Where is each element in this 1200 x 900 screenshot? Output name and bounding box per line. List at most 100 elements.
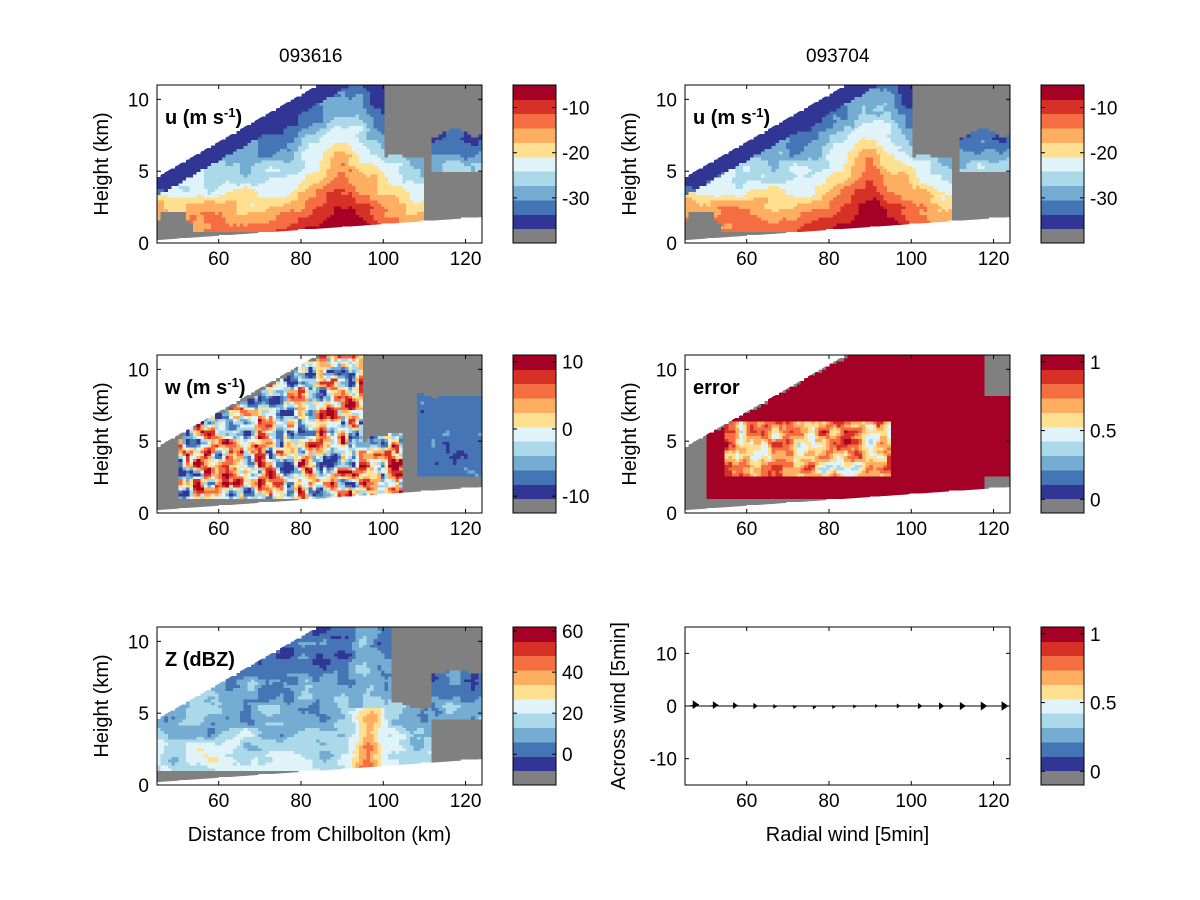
heatmap-cell	[203, 202, 209, 207]
heatmap-cell	[243, 231, 248, 235]
heatmap-cell	[207, 228, 212, 233]
heatmap-cell	[337, 99, 342, 103]
heatmap-cell	[203, 151, 209, 155]
heatmap-cell	[717, 208, 722, 212]
heatmap-cell	[287, 217, 292, 221]
heatmap-cell	[417, 168, 422, 172]
heatmap-cell	[424, 202, 429, 207]
heatmap-cell	[157, 225, 162, 230]
heatmap-cell	[337, 214, 342, 218]
heatmap-cell	[319, 125, 324, 129]
heatmap-cell	[319, 90, 324, 95]
heatmap-cell	[721, 194, 726, 198]
heatmap-cell	[384, 128, 389, 132]
heatmap-cell	[467, 205, 472, 210]
heatmap-cell	[319, 191, 324, 195]
heatmap-cell	[417, 182, 422, 187]
heatmap-cell	[258, 174, 263, 178]
heatmap-cell	[326, 188, 331, 192]
heatmap-cell	[341, 128, 346, 132]
heatmap-cell	[366, 182, 371, 187]
heatmap-cell	[185, 159, 191, 164]
heatmap-cell	[348, 188, 353, 192]
heatmap-cell	[395, 107, 400, 112]
heatmap-cell	[229, 191, 234, 195]
heatmap-cell	[323, 217, 328, 221]
heatmap-cell	[713, 231, 719, 235]
heatmap-cell	[196, 179, 201, 184]
heatmap-cell	[178, 199, 183, 204]
heatmap-cell	[175, 199, 180, 204]
heatmap-cell	[175, 191, 180, 195]
heatmap-cell	[359, 199, 364, 204]
heatmap-cell	[175, 228, 180, 233]
heatmap-cell	[243, 214, 248, 218]
heatmap-cell	[196, 202, 201, 207]
heatmap-cell	[312, 93, 317, 98]
heatmap-cell	[276, 199, 281, 204]
heatmap-cell	[420, 182, 425, 187]
heatmap-cell	[323, 174, 328, 178]
heatmap-cell	[301, 119, 306, 123]
heatmap-cell	[341, 217, 346, 221]
heatmap-cell	[279, 202, 284, 207]
heatmap-cell	[319, 156, 324, 161]
heatmap-cell	[460, 205, 465, 210]
heatmap-cell	[272, 165, 277, 169]
heatmap-cell	[420, 171, 425, 175]
heatmap-cell	[301, 185, 306, 190]
heatmap-cell	[692, 185, 697, 190]
heatmap-cell	[193, 225, 198, 230]
heatmap-cell	[272, 197, 277, 201]
heatmap-cell	[699, 194, 704, 198]
heatmap-cell	[355, 176, 360, 181]
heatmap-cell	[312, 125, 317, 129]
heatmap-cell	[305, 220, 310, 224]
heatmap-cell	[305, 130, 310, 135]
heatmap-cell	[384, 116, 389, 121]
heatmap-cell	[453, 90, 458, 95]
heatmap-cell	[265, 197, 270, 201]
heatmap-cell	[222, 199, 227, 204]
heatmap-cell	[319, 214, 324, 218]
heatmap-cell	[193, 228, 198, 233]
heatmap-cell	[157, 222, 162, 227]
heatmap-cell	[171, 205, 176, 210]
heatmap-cell	[283, 168, 288, 172]
heatmap-cell	[463, 133, 469, 138]
heatmap-cell	[359, 191, 364, 195]
heatmap-cell	[420, 105, 425, 109]
heatmap-cell	[388, 179, 393, 184]
heatmap-cell	[366, 125, 371, 129]
heatmap-cell	[706, 182, 711, 187]
heatmap-cell	[420, 199, 425, 204]
heatmap-cell	[268, 142, 274, 146]
heatmap-cell	[391, 113, 396, 118]
heatmap-cell	[243, 191, 248, 195]
heatmap-cell	[366, 188, 371, 192]
heatmap-cell	[721, 234, 726, 238]
heatmap-cell	[236, 231, 241, 235]
heatmap-cell	[370, 182, 375, 187]
heatmap-cell	[200, 153, 205, 158]
heatmap-cell	[276, 148, 281, 152]
heatmap-cell	[453, 179, 458, 184]
heatmap-cell	[373, 188, 378, 192]
heatmap-cell	[463, 156, 469, 161]
heatmap-cell	[348, 99, 353, 103]
heatmap-cell	[724, 228, 729, 233]
heatmap-cell	[268, 191, 274, 195]
heatmap-cell	[402, 110, 407, 115]
heatmap-cell	[287, 176, 292, 181]
heatmap-cell	[427, 202, 433, 207]
heatmap-cell	[373, 148, 378, 152]
heatmap-cell	[724, 220, 729, 224]
heatmap-cell	[463, 211, 469, 215]
heatmap-cell	[276, 217, 281, 221]
heatmap-cell	[467, 113, 472, 118]
heatmap-cell	[406, 197, 411, 201]
heatmap-cell	[312, 151, 317, 155]
heatmap-cell	[283, 110, 288, 115]
heatmap-cell	[366, 99, 371, 103]
heatmap-cell	[250, 188, 256, 192]
